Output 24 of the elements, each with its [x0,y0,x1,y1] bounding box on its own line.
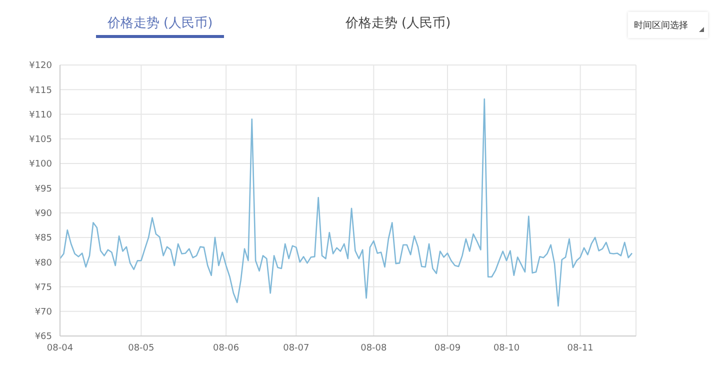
x-tick-label: 08-08 [360,343,388,354]
x-tick-label: 08-05 [128,343,154,354]
line-series [59,98,633,307]
y-tick-label: ¥120 [29,61,52,72]
text: 价格走势 (人民币) [344,15,452,32]
y-tick-label: ¥70 [34,308,52,318]
y-tick-label: ¥90 [34,209,52,220]
y-tick-label: ¥65 [34,332,52,342]
y-tick-label: ¥105 [29,135,52,146]
y-tick-label: ¥95 [34,184,52,194]
x-tick-label: 08-09 [434,343,461,354]
x-tick-label: 08-06 [212,343,240,354]
select-field: 时间区间选择 [628,12,708,38]
y-tick-label: ¥110 [29,110,52,120]
x-tick-label: 08-11 [567,343,594,354]
x-tick-label: 08-10 [493,343,520,354]
x-tick-label: 08-07 [283,343,310,354]
x-tick-label: 08-04 [46,343,74,354]
text: 价格走势 (人民币) [106,15,214,33]
y-tick-label: ¥100 [29,160,52,170]
y-tick-label: ¥115 [29,86,52,96]
y-tick-label: ¥75 [34,282,52,293]
y-tick-label: ¥80 [34,258,52,268]
y-tick-label: ¥85 [34,234,52,244]
